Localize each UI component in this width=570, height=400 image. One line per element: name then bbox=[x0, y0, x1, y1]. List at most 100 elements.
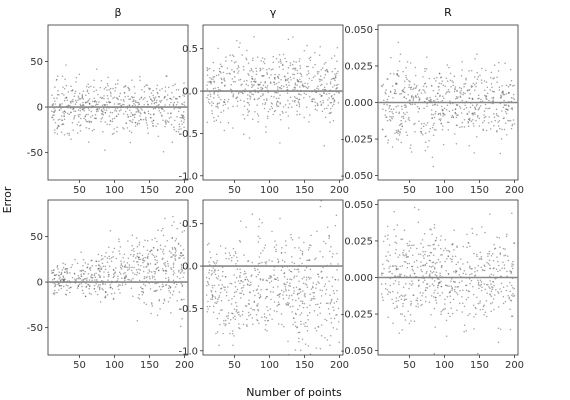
data-point bbox=[114, 108, 117, 110]
data-point bbox=[397, 41, 400, 44]
data-point bbox=[51, 272, 53, 274]
y-tick-label: 0.000 bbox=[344, 273, 373, 284]
data-point bbox=[212, 61, 215, 64]
data-point bbox=[445, 335, 448, 337]
data-point bbox=[248, 303, 250, 305]
data-point bbox=[404, 120, 407, 122]
data-point bbox=[410, 304, 412, 306]
data-point bbox=[294, 82, 297, 85]
data-point bbox=[210, 289, 212, 292]
data-point bbox=[414, 66, 417, 69]
data-point bbox=[449, 295, 451, 297]
data-point bbox=[210, 104, 213, 107]
data-point bbox=[175, 254, 177, 256]
data-point bbox=[440, 122, 442, 125]
data-point bbox=[99, 301, 102, 303]
data-point bbox=[437, 284, 440, 286]
data-point bbox=[227, 107, 229, 109]
data-point bbox=[228, 252, 231, 254]
data-point bbox=[267, 319, 269, 322]
data-point bbox=[246, 278, 249, 281]
data-point bbox=[408, 116, 410, 119]
data-point bbox=[269, 82, 272, 85]
data-point bbox=[475, 313, 477, 316]
data-point bbox=[53, 129, 56, 131]
data-point bbox=[178, 291, 181, 293]
data-point bbox=[239, 220, 242, 222]
data-point bbox=[117, 98, 119, 101]
data-point bbox=[412, 99, 414, 101]
data-point bbox=[180, 263, 183, 266]
data-point bbox=[447, 129, 450, 131]
data-point bbox=[51, 110, 53, 113]
data-point bbox=[268, 277, 270, 279]
data-point bbox=[233, 61, 236, 64]
data-point bbox=[54, 100, 56, 102]
data-point bbox=[74, 92, 76, 95]
data-point bbox=[297, 101, 300, 103]
data-point bbox=[301, 83, 304, 85]
y-tick-label: 0 bbox=[37, 278, 43, 289]
data-point bbox=[65, 97, 68, 99]
data-point bbox=[501, 110, 503, 112]
data-point bbox=[402, 286, 405, 289]
data-point bbox=[484, 265, 486, 268]
data-point bbox=[294, 247, 296, 249]
data-point bbox=[142, 261, 144, 264]
data-point bbox=[84, 101, 87, 104]
data-point bbox=[507, 259, 510, 262]
data-point bbox=[498, 61, 500, 64]
data-point bbox=[319, 289, 321, 291]
data-point bbox=[183, 95, 186, 97]
data-point bbox=[491, 286, 493, 288]
data-point bbox=[497, 260, 499, 263]
data-point bbox=[91, 279, 93, 282]
data-point bbox=[297, 80, 300, 82]
panel-title: γ bbox=[270, 6, 277, 19]
data-point bbox=[227, 286, 229, 288]
data-point bbox=[90, 85, 92, 88]
data-point bbox=[319, 93, 321, 96]
data-point bbox=[332, 77, 334, 80]
data-point bbox=[506, 270, 508, 273]
data-point bbox=[82, 90, 85, 92]
data-point bbox=[408, 119, 411, 121]
data-point bbox=[183, 126, 185, 128]
data-point bbox=[451, 289, 453, 291]
data-point bbox=[409, 240, 411, 243]
data-point bbox=[93, 274, 96, 277]
data-point bbox=[280, 269, 283, 271]
data-point bbox=[307, 318, 309, 321]
data-point bbox=[333, 100, 336, 102]
data-point bbox=[174, 83, 176, 85]
data-point bbox=[400, 141, 402, 144]
data-point bbox=[420, 242, 422, 245]
data-point bbox=[424, 289, 427, 291]
data-point bbox=[219, 323, 221, 326]
data-point bbox=[326, 339, 329, 341]
data-point bbox=[308, 121, 310, 123]
data-point bbox=[305, 321, 307, 324]
x-tick-label: 100 bbox=[105, 360, 124, 371]
data-point bbox=[222, 270, 224, 273]
data-point bbox=[426, 270, 428, 273]
data-point bbox=[214, 301, 216, 304]
data-point bbox=[475, 253, 478, 256]
data-point bbox=[444, 239, 446, 241]
data-point bbox=[136, 320, 139, 322]
data-point bbox=[257, 303, 259, 305]
data-point bbox=[276, 88, 279, 90]
data-point bbox=[464, 104, 466, 107]
data-point bbox=[476, 78, 479, 80]
data-point bbox=[181, 116, 184, 119]
data-point bbox=[478, 106, 481, 109]
y-tick-label: 0.050 bbox=[344, 200, 373, 211]
data-point bbox=[409, 313, 412, 316]
data-point bbox=[398, 124, 401, 127]
data-point bbox=[467, 314, 469, 316]
data-point bbox=[54, 103, 56, 105]
data-point bbox=[303, 96, 305, 99]
data-point bbox=[95, 68, 98, 70]
data-point bbox=[486, 292, 488, 294]
